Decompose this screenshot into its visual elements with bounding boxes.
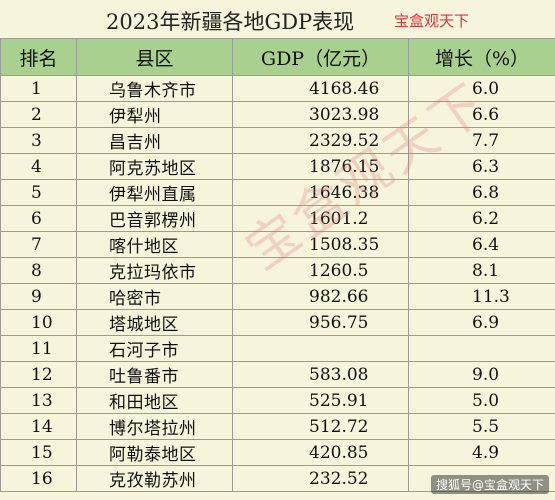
rank-cell: 7 [0, 231, 77, 258]
gdp-cell: 982.66 [232, 283, 409, 310]
growth-cell: 8.1 [408, 257, 555, 284]
table-header-row: 排名 县区 GDP（亿元） 增长（%） [0, 38, 555, 76]
gdp-table: 排名 县区 GDP（亿元） 增长（%） 1 乌鲁木齐市 4168.46 6.0 2 伊犁州… [0, 38, 555, 492]
county-cell: 克孜勒苏州 [76, 465, 233, 492]
gdp-cell: 4168.46 [232, 75, 409, 102]
gdp-cell: 956.75 [232, 309, 409, 336]
table-row: 3 昌吉州 2329.52 7.7 [0, 127, 555, 154]
growth-cell: 6.2 [408, 205, 555, 232]
county-cell: 石河子市 [76, 335, 233, 362]
growth-cell: 4.9 [408, 439, 555, 466]
rank-cell: 11 [0, 335, 77, 362]
gdp-cell [232, 335, 409, 362]
county-cell: 克拉玛依市 [76, 257, 233, 284]
gdp-cell: 1260.5 [232, 257, 409, 284]
county-cell: 和田地区 [76, 387, 233, 414]
growth-cell: 6.8 [408, 179, 555, 206]
growth-cell: 6.6 [408, 101, 555, 128]
growth-cell: 6.4 [408, 231, 555, 258]
county-cell: 博尔塔拉州 [76, 413, 233, 440]
table-row: 5 伊犁州直属 1646.38 6.8 [0, 179, 555, 206]
table-row: 14 博尔塔拉州 512.72 5.5 [0, 413, 555, 440]
rank-cell: 10 [0, 309, 77, 336]
county-cell: 阿克苏地区 [76, 153, 233, 180]
rank-cell: 5 [0, 179, 77, 206]
county-cell: 乌鲁木齐市 [76, 75, 233, 102]
rank-cell: 13 [0, 387, 77, 414]
table-row: 6 巴音郭楞州 1601.2 6.2 [0, 205, 555, 232]
rank-cell: 14 [0, 413, 77, 440]
table-body: 1 乌鲁木齐市 4168.46 6.0 2 伊犁州 3023.98 6.6 3 昌吉州 2329.5… [0, 75, 555, 492]
growth-cell: 5.0 [408, 387, 555, 414]
county-cell: 塔城地区 [76, 309, 233, 336]
gdp-cell: 512.72 [232, 413, 409, 440]
rank-cell: 9 [0, 283, 77, 310]
growth-cell: 6.3 [408, 153, 555, 180]
rank-cell: 15 [0, 439, 77, 466]
table-row: 12 吐鲁番市 583.08 9.0 [0, 361, 555, 388]
gdp-cell: 2329.52 [232, 127, 409, 154]
gdp-cell: 1601.2 [232, 205, 409, 232]
brand-label: 宝盒观天下 [394, 12, 470, 30]
gdp-cell: 420.85 [232, 439, 409, 466]
column-header-growth: 增长（%） [408, 38, 555, 76]
growth-cell: 6.9 [408, 309, 555, 336]
table-row: 9 哈密市 982.66 11.3 [0, 283, 555, 310]
table-row: 4 阿克苏地区 1876.15 6.3 [0, 153, 555, 180]
table-row: 10 塔城地区 956.75 6.9 [0, 309, 555, 336]
gdp-cell: 1876.15 [232, 153, 409, 180]
county-cell: 巴音郭楞州 [76, 205, 233, 232]
rank-cell: 8 [0, 257, 77, 284]
county-cell: 喀什地区 [76, 231, 233, 258]
gdp-cell: 1508.35 [232, 231, 409, 258]
column-header-county: 县区 [76, 38, 233, 76]
county-cell: 伊犁州直属 [76, 179, 233, 206]
growth-cell: 7.7 [408, 127, 555, 154]
county-cell: 昌吉州 [76, 127, 233, 154]
rank-cell: 1 [0, 75, 77, 102]
rank-cell: 2 [0, 101, 77, 128]
gdp-cell: 1646.38 [232, 179, 409, 206]
rank-cell: 16 [0, 465, 77, 492]
gdp-cell: 3023.98 [232, 101, 409, 128]
gdp-cell: 232.52 [232, 465, 409, 492]
table-row: 2 伊犁州 3023.98 6.6 [0, 101, 555, 128]
gdp-cell: 583.08 [232, 361, 409, 388]
gdp-cell: 525.91 [232, 387, 409, 414]
county-cell: 阿勒泰地区 [76, 439, 233, 466]
footer-tag: 搜狐号@宝盒观天下 [430, 475, 549, 494]
growth-cell [408, 335, 555, 362]
column-header-gdp: GDP（亿元） [232, 38, 409, 76]
county-cell: 哈密市 [76, 283, 233, 310]
table-row: 15 阿勒泰地区 420.85 4.9 [0, 439, 555, 466]
table-row: 8 克拉玛依市 1260.5 8.1 [0, 257, 555, 284]
growth-cell: 6.0 [408, 75, 555, 102]
growth-cell: 5.5 [408, 413, 555, 440]
rank-cell: 6 [0, 205, 77, 232]
rank-cell: 4 [0, 153, 77, 180]
table-row: 11 石河子市 [0, 335, 555, 362]
growth-cell: 9.0 [408, 361, 555, 388]
title-bar: 2023年新疆各地GDP表现 宝盒观天下 [0, 0, 555, 39]
growth-cell: 11.3 [408, 283, 555, 310]
county-cell: 吐鲁番市 [76, 361, 233, 388]
rank-cell: 12 [0, 361, 77, 388]
table-row: 7 喀什地区 1508.35 6.4 [0, 231, 555, 258]
column-header-rank: 排名 [0, 38, 77, 76]
county-cell: 伊犁州 [76, 101, 233, 128]
rank-cell: 3 [0, 127, 77, 154]
table-row: 13 和田地区 525.91 5.0 [0, 387, 555, 414]
table-row: 1 乌鲁木齐市 4168.46 6.0 [0, 75, 555, 102]
page-title: 2023年新疆各地GDP表现 [106, 10, 355, 34]
